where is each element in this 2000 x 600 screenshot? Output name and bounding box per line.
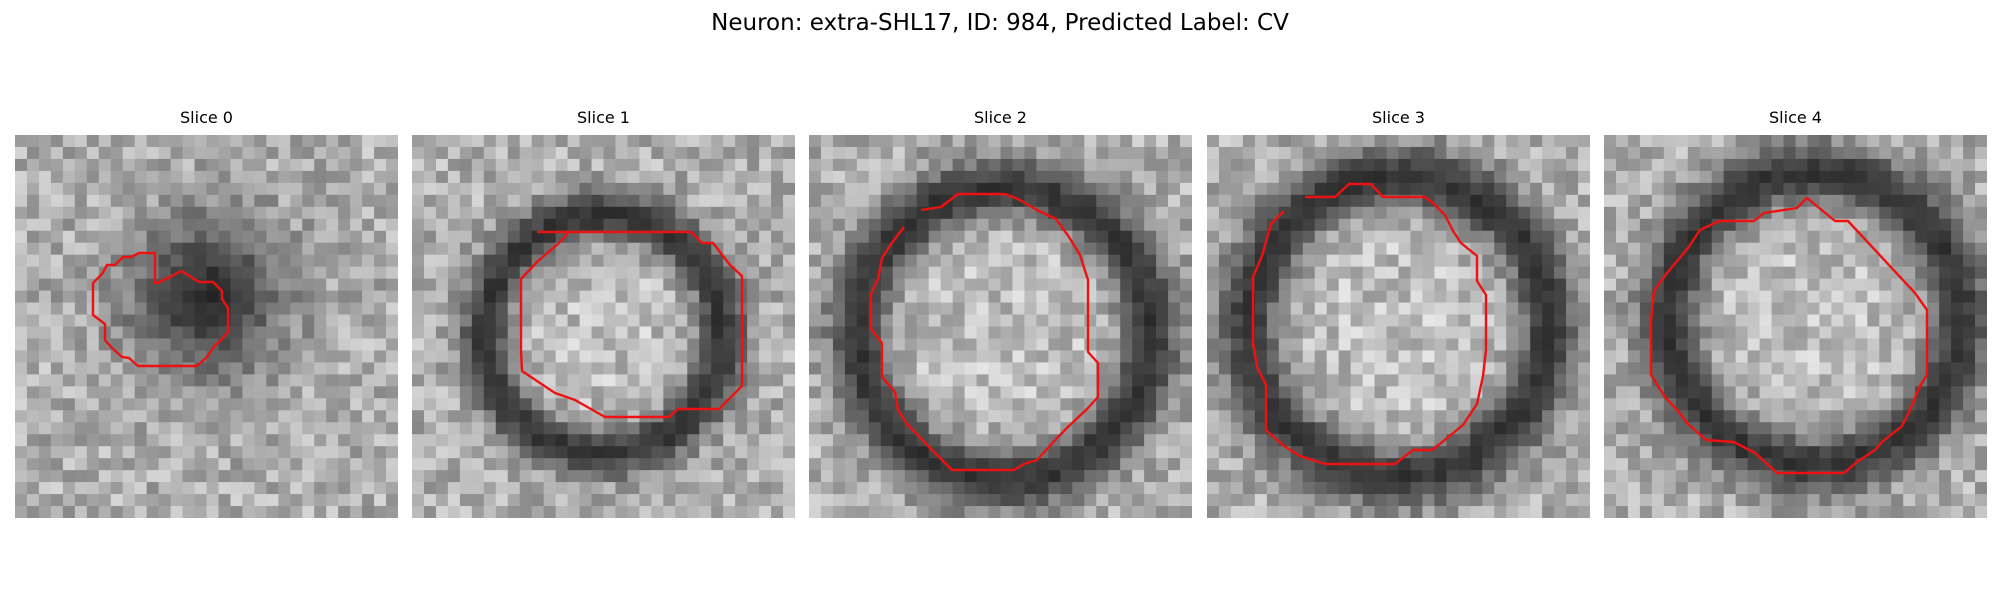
pixel-grid xyxy=(412,135,795,518)
slice-heatmap xyxy=(412,135,795,518)
contour-outline xyxy=(1251,182,1488,466)
slice-title: Slice 3 xyxy=(1372,108,1425,127)
slice-image xyxy=(15,135,398,518)
slice-title: Slice 4 xyxy=(1769,108,1822,127)
contour-outline xyxy=(1649,196,1929,475)
slice-heatmap xyxy=(1604,135,1987,518)
slice-title: Slice 0 xyxy=(180,108,233,127)
slice-title: Slice 1 xyxy=(577,108,630,127)
pixel-grid xyxy=(15,135,398,518)
pixel-grid xyxy=(809,135,1192,518)
contour-outline xyxy=(91,251,230,368)
slice-panel-1: Slice 1 xyxy=(412,108,795,518)
pixel-grid xyxy=(1604,135,1987,518)
contour-outline xyxy=(519,230,744,419)
slice-heatmap xyxy=(15,135,398,518)
slice-panel-0: Slice 0 xyxy=(15,108,398,518)
slice-panel-2: Slice 2 xyxy=(809,108,1192,518)
slice-image xyxy=(412,135,795,518)
pixel-grid xyxy=(1207,135,1590,518)
slice-title: Slice 2 xyxy=(974,108,1027,127)
contour-outline xyxy=(869,192,1100,472)
slice-image xyxy=(1604,135,1987,518)
slice-panel-3: Slice 3 xyxy=(1207,108,1590,518)
figure-title: Neuron: extra-SHL17, ID: 984, Predicted … xyxy=(711,10,1289,36)
slice-panel-4: Slice 4 xyxy=(1604,108,1987,518)
slice-heatmap xyxy=(809,135,1192,518)
slice-image xyxy=(809,135,1192,518)
slice-image xyxy=(1207,135,1590,518)
slice-heatmap xyxy=(1207,135,1590,518)
